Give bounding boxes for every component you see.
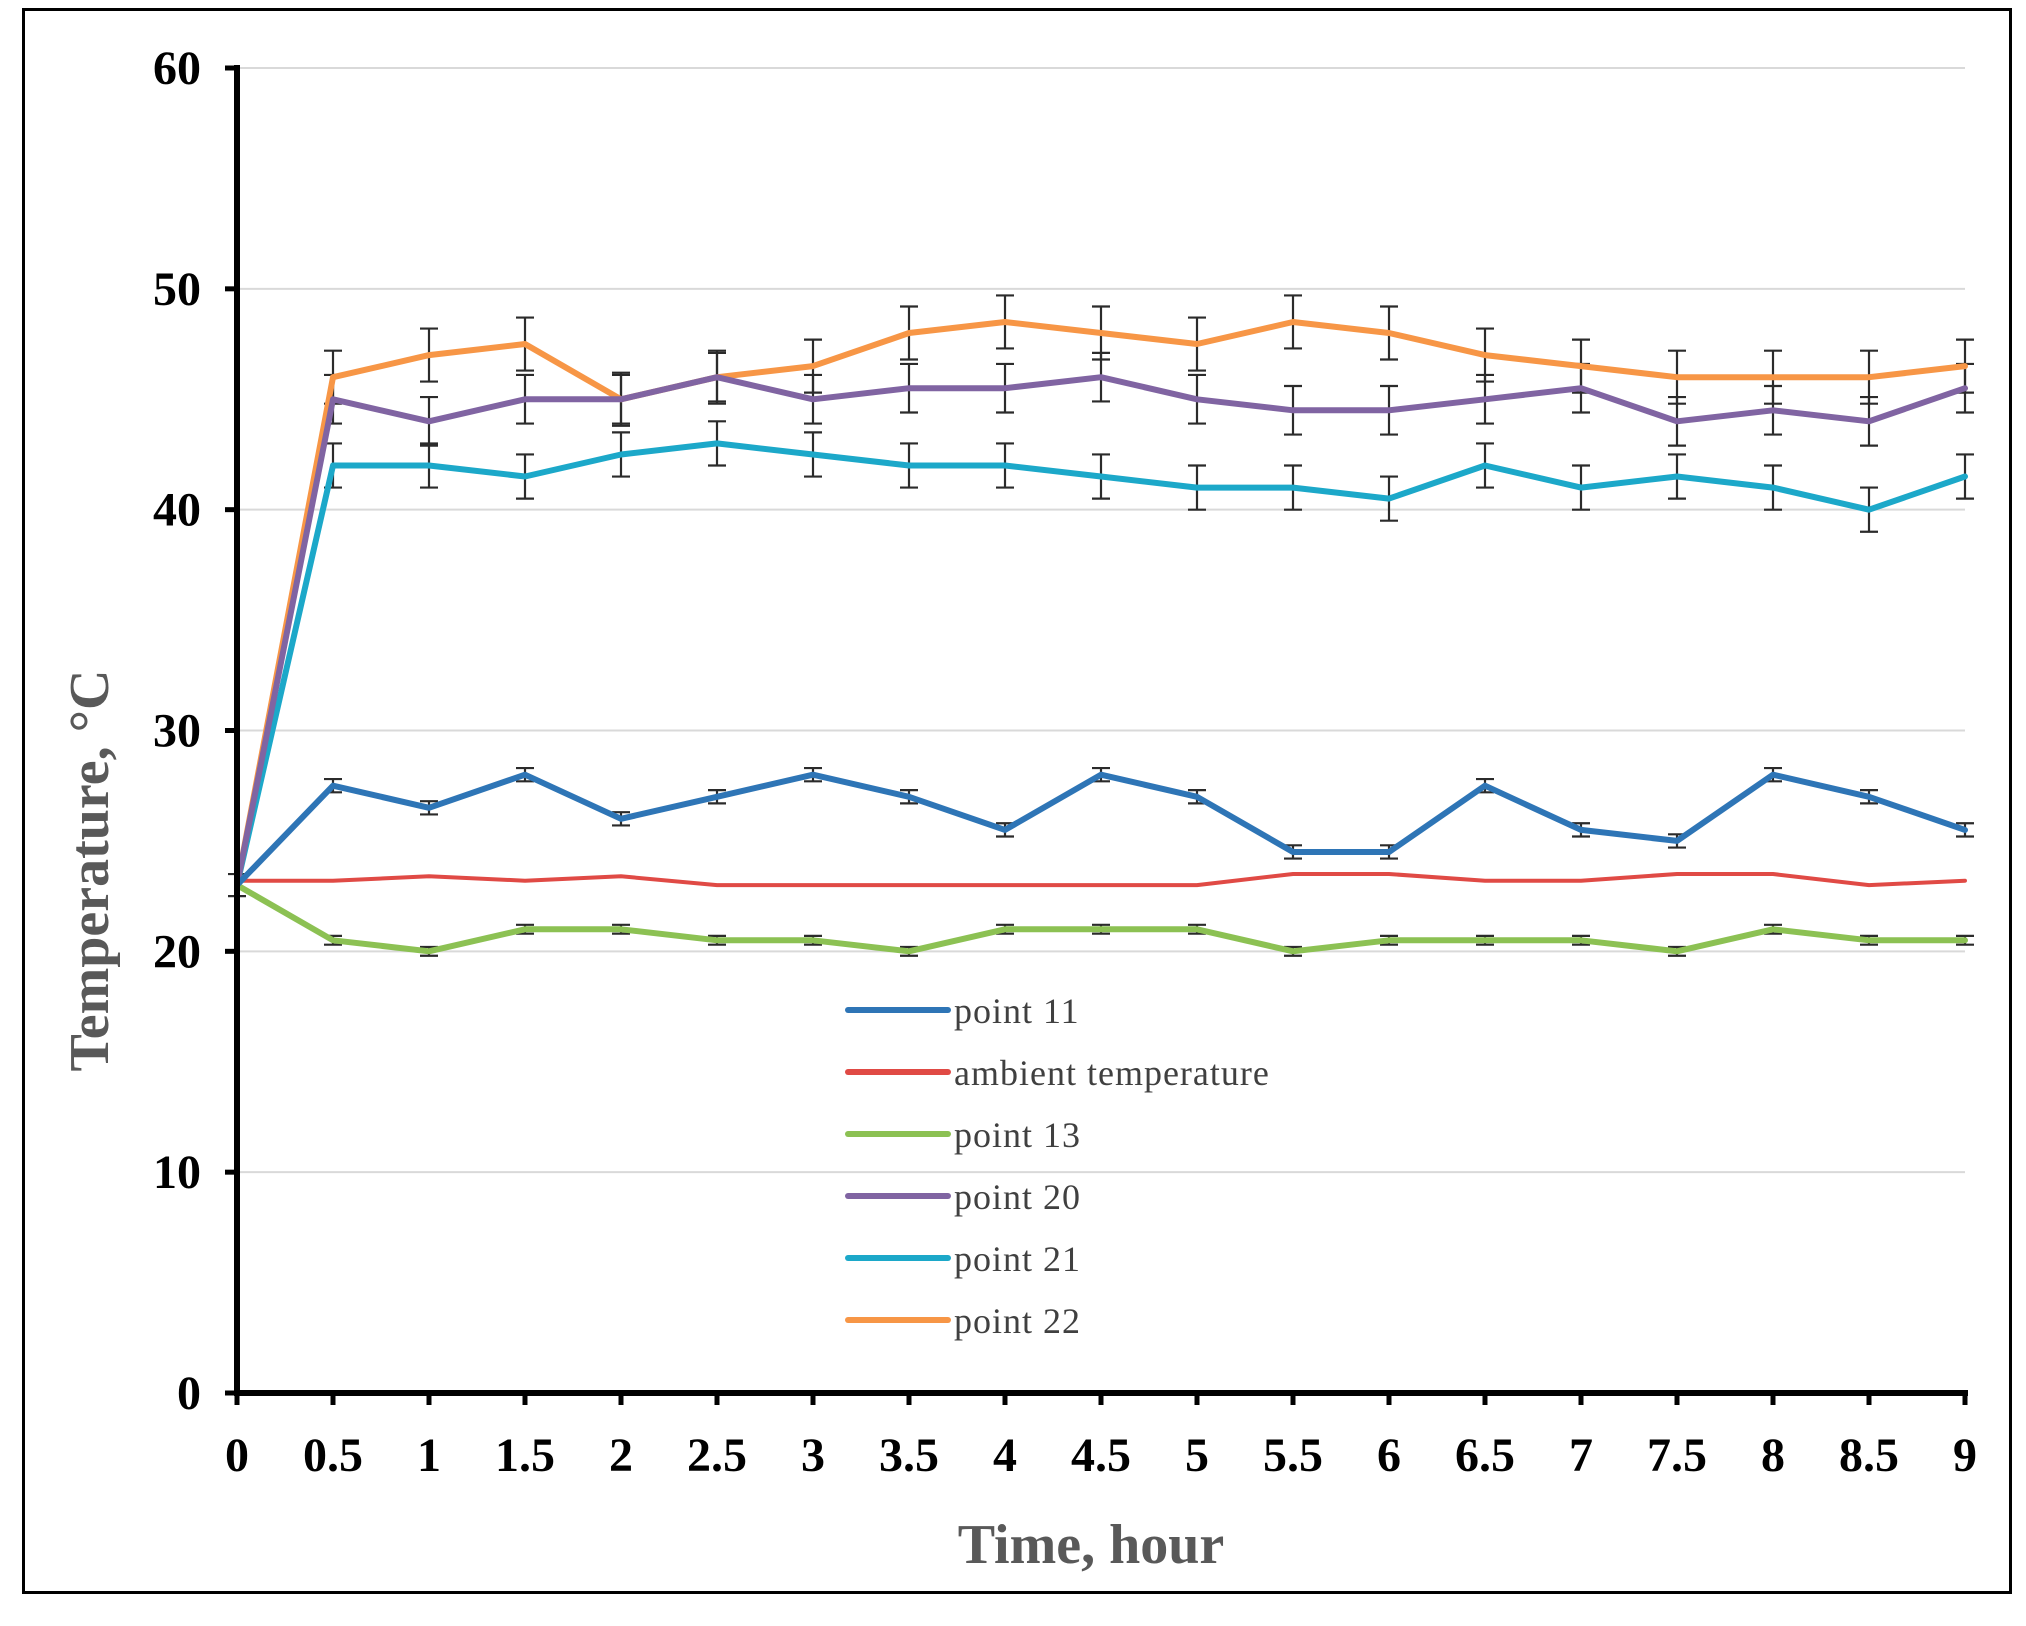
- x-tick-label: 4: [993, 1429, 1017, 1482]
- x-tick-label: 5.5: [1263, 1429, 1323, 1482]
- series-lines: [234, 319, 1968, 955]
- x-tick-label: 2.5: [687, 1429, 747, 1482]
- legend-label: point 21: [954, 1239, 1081, 1279]
- series-line-ambient-temperature: [235, 872, 1967, 888]
- y-tick-label: 40: [153, 484, 201, 537]
- legend-item: ambient temperature: [845, 1053, 1270, 1093]
- tick-labels: 0 10 20 30 40 50 60 0 0.5 1 1.5 2 2.5 3 3.5 4 4.5 5 5.5 6 6.…: [153, 42, 1977, 1482]
- legend-label: point 13: [954, 1115, 1081, 1155]
- y-tick-label: 0: [177, 1367, 201, 1420]
- legend: point 11 ambient temperature point 13 point…: [845, 991, 1270, 1341]
- gridlines: [237, 67, 1965, 1174]
- x-tick-label: 3: [801, 1429, 825, 1482]
- series-line-point-22: [234, 319, 1968, 889]
- x-tick-label: 9: [1953, 1429, 1977, 1482]
- legend-item: point 22: [845, 1301, 1081, 1341]
- legend-label: point 20: [954, 1177, 1081, 1217]
- y-axis-title: Temperature, °C: [59, 670, 121, 1072]
- x-tick-label: 5: [1185, 1429, 1209, 1482]
- legend-label: point 22: [954, 1301, 1081, 1341]
- x-tick-label: 3.5: [879, 1429, 939, 1482]
- x-tick-label: 2: [609, 1429, 633, 1482]
- legend-label: ambient temperature: [954, 1053, 1270, 1093]
- y-tick-label: 50: [153, 263, 201, 316]
- x-tick-label: 6: [1377, 1429, 1401, 1482]
- y-tick-label: 60: [153, 42, 201, 95]
- y-tick-label: 20: [153, 925, 201, 978]
- x-tick-label: 0: [225, 1429, 249, 1482]
- x-tick-label: 8.5: [1839, 1429, 1899, 1482]
- x-tick-label: 7.5: [1647, 1429, 1707, 1482]
- legend-item: point 21: [845, 1239, 1081, 1279]
- x-tick-label: 0.5: [303, 1429, 363, 1482]
- axes: [225, 65, 1968, 1405]
- x-tick-label: 8: [1761, 1429, 1785, 1482]
- legend-item: point 20: [845, 1177, 1081, 1217]
- series-line-point-13: [234, 882, 1968, 955]
- error-bars: [228, 294, 1974, 957]
- y-tick-label: 30: [153, 705, 201, 758]
- y-tick-label: 10: [153, 1146, 201, 1199]
- legend-label: point 11: [954, 991, 1080, 1031]
- x-axis-title: Time, hour: [958, 1514, 1225, 1576]
- x-tick-label: 1.5: [495, 1429, 555, 1482]
- x-tick-label: 7: [1569, 1429, 1593, 1482]
- x-tick-label: 1: [417, 1429, 441, 1482]
- series-line-point-21: [234, 440, 1968, 889]
- series-line-point-20: [234, 374, 1968, 889]
- legend-item: point 13: [845, 1115, 1081, 1155]
- legend-item: point 11: [845, 991, 1080, 1031]
- series-line-point-11: [234, 771, 1968, 889]
- chart-frame: [22, 8, 2012, 1594]
- x-tick-label: 6.5: [1455, 1429, 1515, 1482]
- x-tick-label: 4.5: [1071, 1429, 1131, 1482]
